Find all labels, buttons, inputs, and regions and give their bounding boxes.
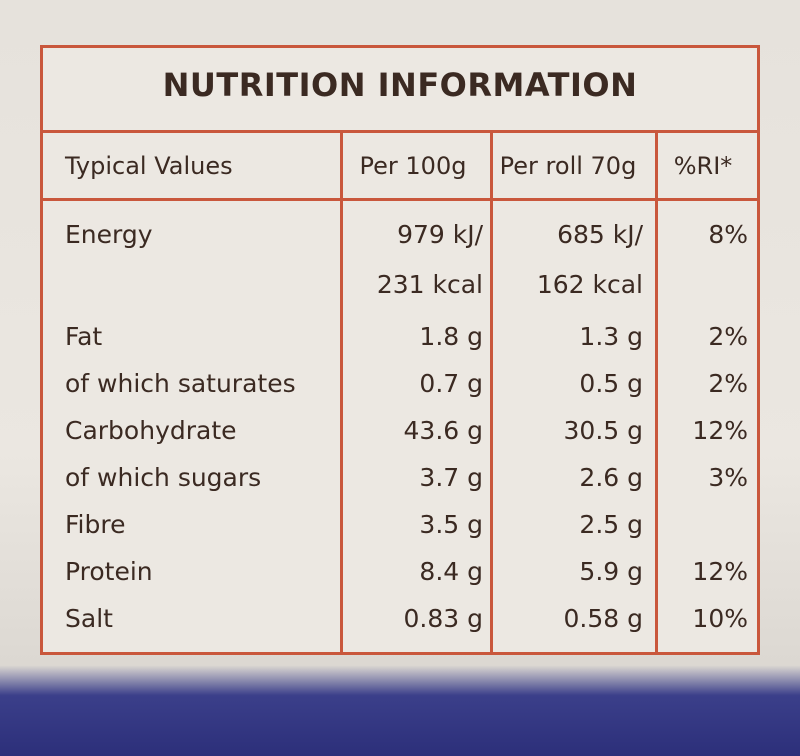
value: 8%: [708, 220, 748, 249]
nutrient: Protein: [65, 557, 153, 586]
value: 12%: [692, 416, 748, 445]
nutrient: Salt: [65, 604, 113, 633]
title: NUTRITION INFORMATION: [162, 66, 638, 104]
value: 3%: [708, 463, 748, 492]
rule: [490, 130, 493, 652]
nutrient: of which sugars: [65, 463, 262, 492]
nutrient: Energy: [65, 220, 153, 249]
rule: [340, 130, 343, 652]
value: 231 kcal: [376, 270, 483, 299]
column-header: Per 100g: [359, 152, 467, 180]
value: 8.4 g: [419, 557, 483, 586]
value: 43.6 g: [403, 416, 483, 445]
nutrient: Carbohydrate: [65, 416, 237, 445]
nutrition-label: NUTRITION INFORMATION Typical Values Per …: [40, 45, 760, 655]
value: 12%: [692, 557, 748, 586]
value: 0.5 g: [579, 369, 643, 398]
value: 2.6 g: [579, 463, 643, 492]
value: 5.9 g: [579, 557, 643, 586]
value: 685 kJ/: [557, 220, 643, 249]
value: 1.8 g: [419, 322, 483, 351]
value: 979 kJ/: [397, 220, 483, 249]
nutrient: Fat: [65, 322, 103, 351]
value: 3.5 g: [419, 510, 483, 539]
nutrient: of which saturates: [65, 369, 296, 398]
value: 30.5 g: [563, 416, 643, 445]
nutrient: Fibre: [65, 510, 126, 539]
value: 0.7 g: [419, 369, 483, 398]
column-header: Typical Values: [65, 152, 233, 180]
value: 10%: [692, 604, 748, 633]
value: 2%: [708, 322, 748, 351]
value: 0.58 g: [563, 604, 643, 633]
column-header: Per roll 70g: [499, 152, 637, 180]
value: 3.7 g: [419, 463, 483, 492]
rule: [655, 130, 658, 652]
column-header: %RI*: [673, 152, 733, 180]
value: 162 kcal: [536, 270, 643, 299]
value: 2%: [708, 369, 748, 398]
value: 0.83 g: [403, 604, 483, 633]
rule: [43, 198, 757, 201]
rule: [43, 130, 757, 133]
value: 2.5 g: [579, 510, 643, 539]
value: 1.3 g: [579, 322, 643, 351]
